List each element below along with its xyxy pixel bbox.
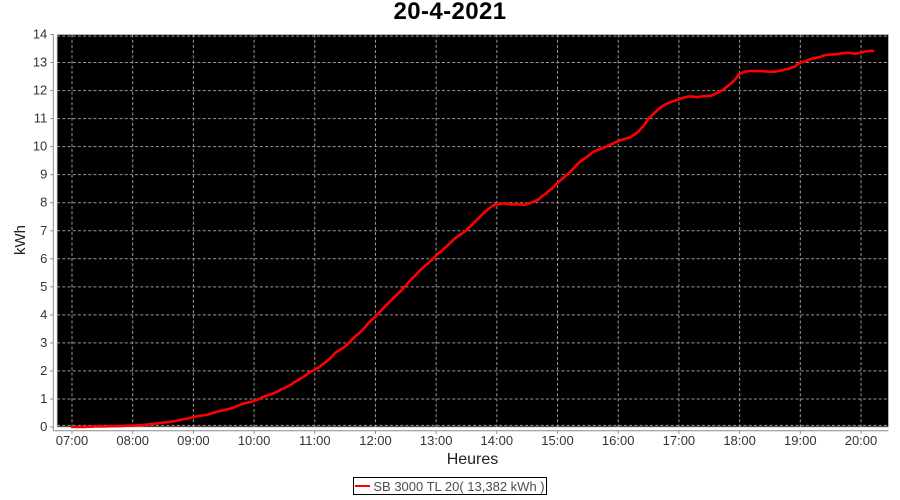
svg-text:09:00: 09:00 [177,433,210,448]
svg-text:15:00: 15:00 [541,433,574,448]
svg-text:7: 7 [40,223,47,238]
svg-text:18:00: 18:00 [723,433,756,448]
svg-text:14: 14 [33,27,47,42]
svg-text:13: 13 [33,55,47,70]
svg-text:11: 11 [34,111,48,126]
svg-text:1: 1 [40,391,47,406]
svg-text:0: 0 [40,419,47,434]
svg-text:3: 3 [40,335,47,350]
svg-text:5: 5 [40,279,47,294]
svg-text:12: 12 [33,83,47,98]
svg-text:8: 8 [40,195,47,210]
svg-text:11:00: 11:00 [299,433,331,448]
svg-text:13:00: 13:00 [420,433,453,448]
svg-text:07:00: 07:00 [56,433,89,448]
svg-text:17:00: 17:00 [663,433,696,448]
svg-text:6: 6 [40,251,47,266]
svg-text:20:00: 20:00 [845,433,878,448]
svg-text:2: 2 [40,363,47,378]
svg-text:19:00: 19:00 [784,433,817,448]
svg-text:10: 10 [33,139,47,154]
svg-text:14:00: 14:00 [481,433,514,448]
svg-text:12:00: 12:00 [359,433,392,448]
svg-text:10:00: 10:00 [238,433,271,448]
svg-text:16:00: 16:00 [602,433,635,448]
svg-text:08:00: 08:00 [116,433,149,448]
svg-text:4: 4 [40,307,47,322]
svg-text:9: 9 [40,167,47,182]
